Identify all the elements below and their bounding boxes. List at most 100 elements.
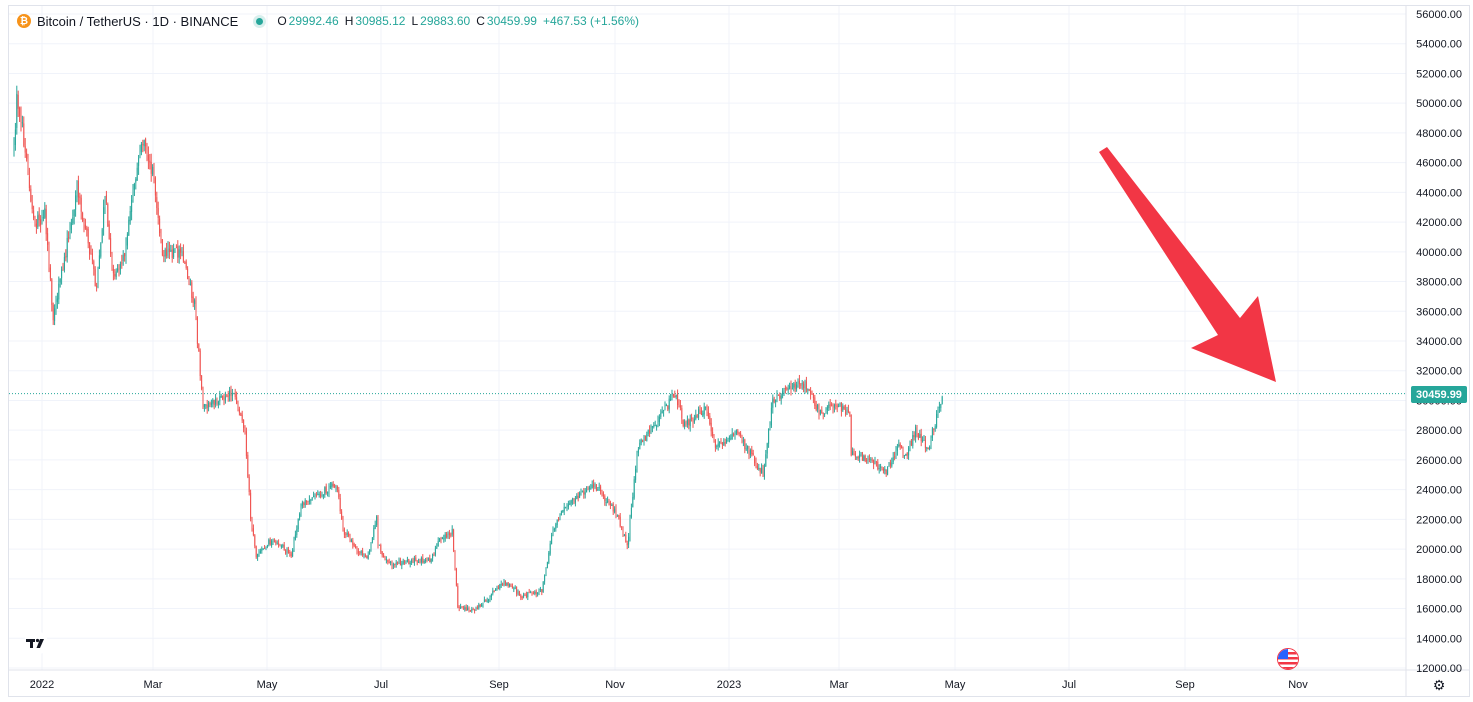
- candle-up: [167, 247, 169, 256]
- candle-up: [203, 404, 205, 407]
- price-axis[interactable]: 56000.00 54000.00 52000.00 50000.00 48000.00…: [1416, 9, 1462, 675]
- candle-up: [539, 588, 541, 591]
- candle-down: [404, 561, 406, 563]
- candle-up: [126, 234, 128, 246]
- candle-up: [210, 402, 212, 405]
- candle-up: [73, 209, 75, 217]
- candle-up: [506, 582, 508, 586]
- time-axis[interactable]: 2022 Mar May Jul Sep Nov 2023 Mar May Jul Sep Nov: [30, 679, 1309, 691]
- high-value: 30985.12: [355, 14, 406, 28]
- candle-up: [517, 591, 519, 595]
- candle-down: [238, 409, 240, 413]
- candle-up: [867, 459, 869, 462]
- candle-up: [443, 538, 445, 540]
- price-tick-label: 44000.00: [1416, 187, 1462, 199]
- candle-down: [111, 253, 113, 269]
- candle-down: [40, 219, 42, 226]
- market-status-icon: [256, 17, 264, 25]
- symbol-title[interactable]: Bitcoin / TetherUS · 1D · BINANCE: [37, 13, 239, 29]
- candle-down: [472, 609, 474, 611]
- candle-up: [931, 428, 933, 438]
- candle-down: [600, 486, 602, 492]
- candle-down: [68, 237, 70, 239]
- candle-up: [530, 592, 532, 594]
- candle-up: [54, 308, 56, 321]
- candle-down: [933, 428, 935, 430]
- candle-down: [541, 589, 543, 592]
- candle-down: [244, 428, 246, 432]
- candle-up: [101, 229, 103, 242]
- candle-up: [329, 486, 331, 488]
- candle-down: [180, 248, 182, 253]
- us-flag-icon[interactable]: [1277, 648, 1299, 670]
- candle-down: [507, 582, 509, 586]
- candle-up: [314, 494, 316, 497]
- candle-up: [304, 500, 306, 506]
- candle-up: [663, 410, 665, 412]
- settings-gear-icon[interactable]: ⚙: [1432, 677, 1446, 693]
- candle-down: [114, 273, 116, 277]
- candle-up: [385, 559, 387, 561]
- candle-down: [882, 469, 884, 471]
- candle-down: [721, 442, 723, 445]
- candle-up: [335, 485, 337, 488]
- candle-up: [409, 562, 411, 565]
- candle-down: [31, 202, 33, 210]
- candle-down: [51, 279, 53, 305]
- candle-up: [436, 546, 438, 549]
- candle-down: [504, 580, 506, 586]
- candle-up: [588, 487, 590, 490]
- candle-up: [346, 533, 348, 535]
- candle-down: [535, 591, 537, 594]
- candle-down: [622, 527, 624, 536]
- candle-up: [548, 552, 550, 563]
- candle-down: [714, 440, 716, 448]
- candle-up: [482, 602, 484, 605]
- candle-up: [923, 438, 925, 441]
- candle-up: [553, 528, 555, 531]
- candle-down: [497, 587, 499, 589]
- candle-up: [797, 381, 799, 386]
- candle-down: [146, 144, 148, 154]
- candle-down: [821, 409, 823, 414]
- candle-up: [189, 283, 191, 286]
- candle-up: [212, 399, 214, 404]
- candle-up: [378, 544, 380, 546]
- candle-down: [188, 278, 190, 285]
- candle-up: [833, 404, 835, 408]
- candle-up: [420, 557, 422, 563]
- candle-up: [898, 444, 900, 447]
- candle-down: [83, 219, 85, 226]
- candle-up: [789, 385, 791, 389]
- candle-up: [293, 539, 295, 551]
- candle-down: [279, 544, 281, 547]
- candle-up: [231, 393, 233, 396]
- candle-down: [720, 441, 722, 444]
- tradingview-logo-icon[interactable]: [20, 631, 52, 655]
- candle-up: [623, 535, 625, 537]
- candle-down: [868, 458, 870, 460]
- candle-up: [471, 608, 473, 612]
- candle-up: [772, 398, 774, 408]
- candle-down: [843, 406, 845, 409]
- candle-down: [712, 431, 714, 436]
- candle-down: [849, 411, 851, 414]
- candle-up: [318, 494, 320, 496]
- candle-up: [373, 527, 375, 538]
- candle-down: [531, 591, 533, 594]
- candle-down: [786, 388, 788, 390]
- candle-up: [801, 383, 803, 385]
- candle-down: [881, 466, 883, 469]
- candle-down: [213, 400, 215, 406]
- price-tick-label: 50000.00: [1416, 98, 1462, 110]
- candle-up: [331, 483, 333, 488]
- candle-down: [845, 409, 847, 415]
- close-value: 30459.99: [486, 14, 537, 28]
- candle-down: [93, 261, 95, 270]
- candle-down: [667, 405, 669, 410]
- price-tick-label: 38000.00: [1416, 277, 1462, 289]
- bitcoin-icon: ₿: [17, 14, 31, 28]
- candle-down: [87, 229, 89, 244]
- candle-down: [740, 433, 742, 436]
